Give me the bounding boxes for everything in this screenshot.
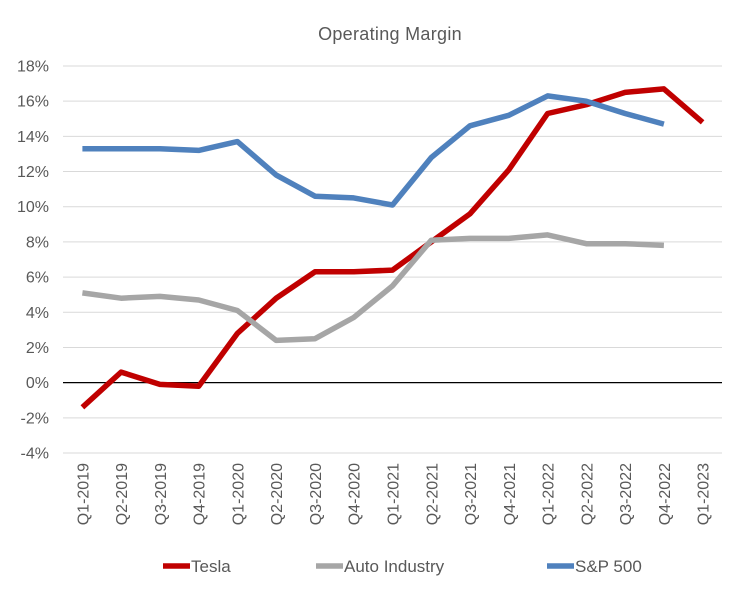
x-tick-label: Q4-2020 — [347, 463, 364, 525]
x-tick-label: Q1-2023 — [696, 463, 713, 525]
data-point-auto-industry — [351, 315, 356, 320]
legend-label-auto-industry: Auto Industry — [344, 557, 445, 576]
chart-title: Operating Margin — [318, 24, 462, 44]
data-point-tesla — [157, 382, 162, 387]
data-point-tesla — [80, 405, 85, 410]
data-point-s-p-500 — [545, 93, 550, 98]
x-tick-label: Q1-2021 — [386, 463, 403, 525]
data-point-s-p-500 — [584, 99, 589, 104]
data-point-tesla — [506, 167, 511, 172]
x-tick-label: Q2-2022 — [579, 463, 596, 525]
data-point-auto-industry — [429, 238, 434, 243]
data-point-s-p-500 — [661, 122, 666, 127]
legend-label-tesla: Tesla — [191, 557, 231, 576]
legend-label-s-p-500: S&P 500 — [575, 557, 642, 576]
data-point-tesla — [700, 120, 705, 125]
x-tick-label: Q2-2020 — [269, 463, 286, 525]
y-tick-label: -4% — [21, 446, 49, 463]
y-tick-label: 12% — [17, 164, 49, 181]
y-tick-label: -2% — [21, 410, 49, 427]
data-point-tesla — [235, 331, 240, 336]
data-point-auto-industry — [274, 338, 279, 343]
x-tick-label: Q3-2022 — [618, 463, 635, 525]
data-point-auto-industry — [196, 297, 201, 302]
y-tick-label: 2% — [26, 340, 49, 357]
series-line-tesla — [80, 86, 705, 410]
y-tick-label: 6% — [26, 270, 49, 287]
y-tick-label: 4% — [26, 305, 49, 322]
x-tick-label: Q2-2019 — [114, 463, 131, 525]
data-point-auto-industry — [80, 290, 85, 295]
x-tick-label: Q1-2022 — [541, 463, 558, 525]
data-point-s-p-500 — [274, 173, 279, 178]
data-point-auto-industry — [157, 294, 162, 299]
x-tick-label: Q1-2020 — [230, 463, 247, 525]
x-tick-label: Q1-2019 — [75, 463, 92, 525]
data-point-auto-industry — [545, 232, 550, 237]
x-tick-label: Q2-2021 — [424, 463, 441, 525]
y-tick-label: 8% — [26, 234, 49, 251]
x-tick-label: Q3-2021 — [463, 463, 480, 525]
y-tick-label: 16% — [17, 94, 49, 111]
x-tick-label: Q3-2020 — [308, 463, 325, 525]
data-point-tesla — [623, 90, 628, 95]
data-point-tesla — [468, 211, 473, 216]
x-tick-label: Q4-2021 — [502, 463, 519, 525]
y-tick-label: 18% — [17, 59, 49, 76]
data-point-auto-industry — [661, 243, 666, 248]
data-point-s-p-500 — [429, 155, 434, 160]
data-point-auto-industry — [584, 241, 589, 246]
data-point-auto-industry — [390, 283, 395, 288]
data-point-s-p-500 — [196, 148, 201, 153]
data-point-tesla — [351, 269, 356, 274]
data-point-s-p-500 — [119, 146, 124, 151]
data-point-s-p-500 — [312, 194, 317, 199]
x-tick-label: Q4-2022 — [657, 463, 674, 525]
data-point-s-p-500 — [235, 139, 240, 144]
data-point-auto-industry — [506, 236, 511, 241]
data-point-s-p-500 — [80, 146, 85, 151]
data-point-auto-industry — [623, 241, 628, 246]
data-point-tesla — [390, 268, 395, 273]
y-tick-label: 0% — [26, 375, 49, 392]
data-point-s-p-500 — [390, 202, 395, 207]
data-point-tesla — [661, 86, 666, 91]
data-point-tesla — [196, 384, 201, 389]
y-tick-label: 10% — [17, 199, 49, 216]
data-point-tesla — [274, 296, 279, 301]
data-point-s-p-500 — [623, 111, 628, 116]
y-tick-label: 14% — [17, 129, 49, 146]
data-point-auto-industry — [235, 308, 240, 313]
x-tick-label: Q3-2019 — [153, 463, 170, 525]
data-point-s-p-500 — [351, 195, 356, 200]
data-point-auto-industry — [312, 336, 317, 341]
x-tick-label: Q4-2019 — [192, 463, 209, 525]
data-point-tesla — [545, 111, 550, 116]
data-point-tesla — [119, 370, 124, 375]
series-line-s-p-500 — [82, 93, 665, 208]
data-point-s-p-500 — [157, 146, 162, 151]
series-line-auto-industry — [82, 232, 665, 344]
data-point-auto-industry — [119, 296, 124, 301]
data-point-s-p-500 — [468, 123, 473, 128]
data-point-auto-industry — [468, 236, 473, 241]
data-point-s-p-500 — [506, 113, 511, 118]
data-point-tesla — [312, 269, 317, 274]
